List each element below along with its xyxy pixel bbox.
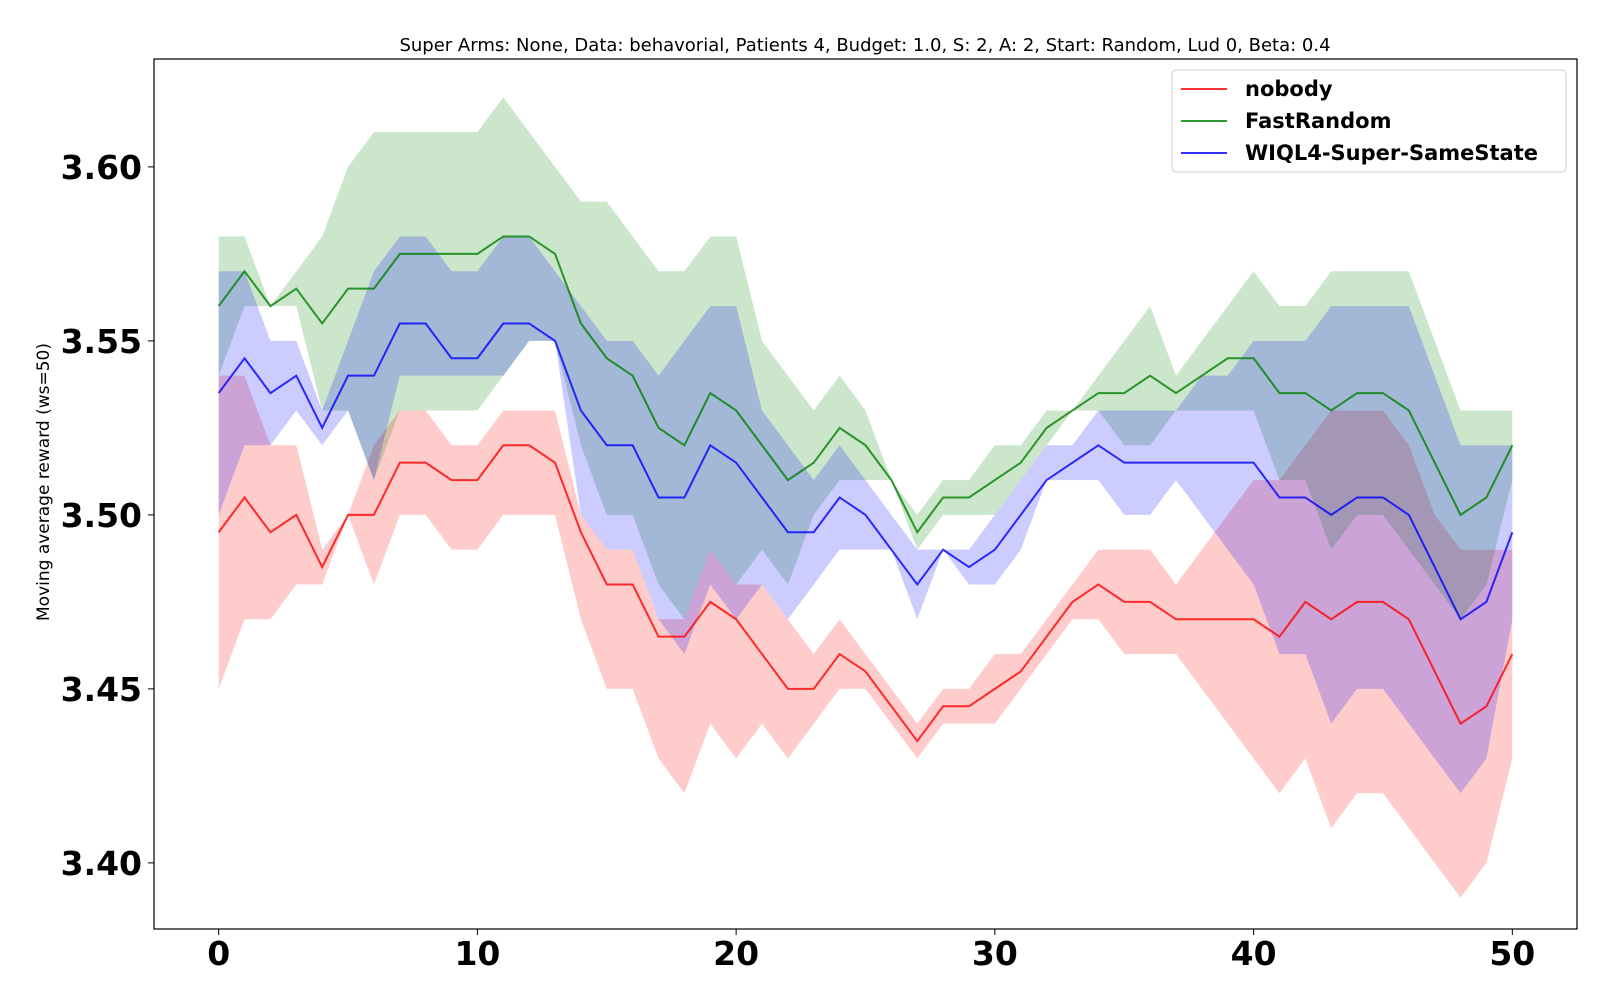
legend-label-fastrandom: FastRandom (1245, 109, 1391, 133)
confidence-bands (218, 97, 1513, 898)
y-tick-label: 3.40 (61, 844, 142, 883)
x-axis: 0 10 20 30 40 50 (207, 929, 1535, 973)
line-wiql4-super-samestate (217, 322, 1514, 621)
plot-area-frame (153, 58, 1578, 930)
band-fastrandom (218, 97, 1513, 620)
legend-frame (1171, 69, 1567, 173)
chart-title: Super Arms: None, Data: behavorial, Pati… (399, 35, 1330, 56)
line-nobody (217, 444, 1514, 743)
band-nobody (218, 375, 1513, 898)
x-tick-label: 10 (454, 934, 500, 973)
x-tick-label: 0 (207, 934, 230, 973)
y-tick-label: 3.50 (61, 496, 142, 535)
y-tick-label: 3.55 (61, 322, 142, 361)
legend: nobody FastRandom WIQL4-Super-SameState (1171, 69, 1567, 173)
legend-label-nobody: nobody (1245, 77, 1333, 101)
y-axis-label: Moving average reward (ws=50) (34, 343, 54, 621)
y-axis: 3.40 3.45 3.50 3.55 3.60 (61, 148, 154, 883)
x-tick-label: 50 (1489, 934, 1535, 973)
series-lines (217, 235, 1514, 743)
x-tick-label: 30 (972, 934, 1018, 973)
line-fastrandom (217, 235, 1514, 535)
y-tick-label: 3.60 (61, 148, 142, 187)
y-tick-label: 3.45 (61, 670, 142, 709)
x-tick-label: 20 (713, 934, 759, 973)
x-tick-label: 40 (1231, 934, 1277, 973)
legend-label-wiql4-super-samestate: WIQL4-Super-SameState (1245, 141, 1538, 165)
